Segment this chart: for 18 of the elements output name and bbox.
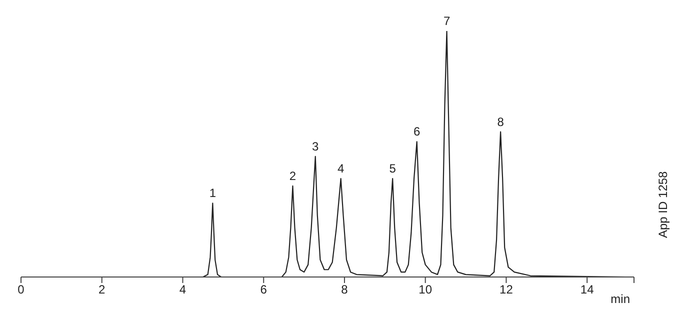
- x-tick-label: 4: [179, 282, 186, 297]
- annotation: 4: [338, 162, 344, 176]
- annotation: 2: [289, 168, 296, 183]
- annotation: 3: [312, 139, 320, 154]
- x-tick-label: 12: [500, 282, 514, 297]
- x-tick-label: 14: [580, 282, 594, 297]
- x-tick-label: 0: [18, 282, 25, 297]
- x-tick-label: 6: [260, 282, 268, 297]
- x-tick-label: 8: [341, 282, 348, 297]
- x-tick-label: 10: [418, 282, 432, 297]
- annotation: 8: [497, 114, 504, 129]
- x-axis-title: min: [610, 292, 630, 306]
- annotation: 5: [389, 162, 396, 176]
- annotation: 1: [209, 186, 216, 200]
- text: App ID 1258: [656, 171, 670, 238]
- annotation: 6: [414, 124, 421, 139]
- annotation: 7: [443, 14, 450, 28]
- x-tick-label: 2: [98, 282, 106, 297]
